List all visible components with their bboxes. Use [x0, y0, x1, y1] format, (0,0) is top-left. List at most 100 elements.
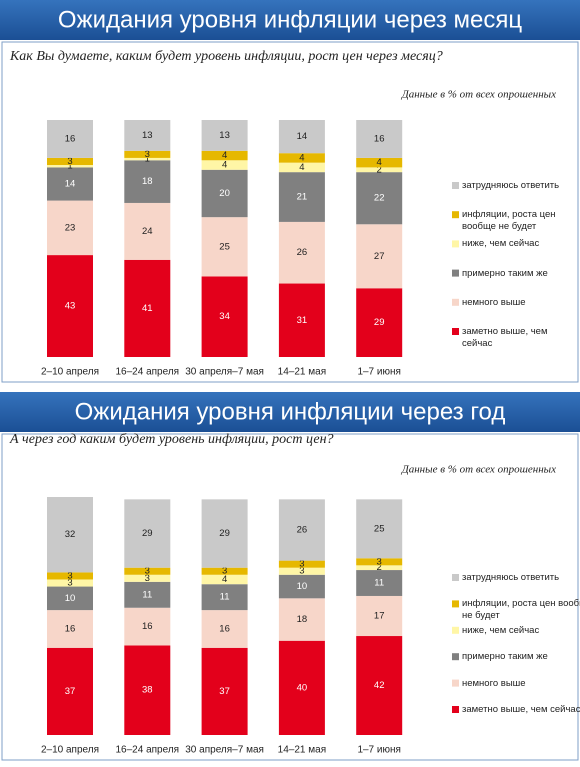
bar-segment: [47, 647, 93, 735]
legend-swatch: [452, 706, 459, 713]
value-label: 17: [374, 611, 385, 622]
value-label: 23: [65, 222, 76, 233]
value-label: 40: [297, 682, 308, 693]
value-label: 42: [374, 680, 385, 691]
chart-subtitle: А через год каким будет уровень инфляции…: [9, 432, 334, 447]
value-label: 26: [297, 247, 308, 258]
value-label: 14: [297, 131, 308, 142]
legend-item: инфляции, роста цен вообще не будет: [462, 598, 580, 622]
bar-segment: [278, 221, 325, 284]
x-tick-label: 1–7 июня: [357, 367, 401, 378]
bar-segment: [47, 497, 93, 573]
value-label: 29: [219, 528, 230, 539]
value-label: 37: [219, 686, 230, 697]
bar-segment: [278, 162, 325, 173]
value-label: 3: [145, 573, 150, 584]
value-label: 24: [142, 226, 153, 237]
bar-segment: [47, 165, 93, 168]
bar-segment: [356, 172, 403, 225]
x-tick-label: 30 апреля–7 мая: [185, 745, 264, 756]
legend-item: ниже, чем сейчас: [462, 624, 540, 636]
bar-segment: [278, 560, 325, 568]
value-label: 4: [222, 574, 227, 585]
x-tick-label: 16–24 апреля: [115, 745, 179, 756]
bar-segment: [201, 610, 248, 648]
bar-segment: [278, 172, 325, 222]
bar-segment: [356, 570, 403, 596]
bar-segment: [356, 499, 403, 559]
bar-segment: [201, 499, 248, 568]
bar-segment: [356, 224, 403, 289]
bar-segment: [47, 120, 93, 158]
bar-segment: [201, 276, 248, 357]
x-tick-label: 1–7 июня: [357, 745, 401, 756]
value-label: 3: [377, 556, 382, 567]
bar-segment: [356, 120, 403, 158]
bar-segment: [201, 567, 248, 575]
value-label: 31: [297, 315, 308, 326]
value-label: 27: [374, 251, 385, 262]
legend-label: немного выше: [462, 296, 526, 308]
bar-segment: [124, 160, 171, 203]
value-label: 13: [219, 130, 230, 141]
value-label: 3: [222, 566, 227, 577]
bar-segment: [278, 574, 325, 599]
bar-segment: [47, 167, 93, 201]
value-label: 34: [219, 311, 230, 322]
bar-segment: [124, 645, 171, 735]
legend-item: затрудняюсь ответить: [462, 180, 559, 191]
bar-segment: [124, 581, 171, 608]
value-label: 3: [299, 566, 304, 577]
value-label: 4: [222, 160, 227, 171]
value-label: 43: [65, 301, 76, 312]
legend-label: ниже, чем сейчас: [462, 238, 540, 250]
legend-swatch: [452, 298, 459, 306]
value-label: 3: [67, 570, 72, 581]
value-label: 21: [297, 192, 308, 203]
legend-label: примерно таким же: [462, 267, 548, 279]
value-label: 4: [299, 152, 304, 163]
bar-segment: [356, 288, 403, 357]
x-tick-label: 30 апреля–7 мая: [185, 367, 264, 378]
bar-segment: [47, 579, 93, 587]
x-tick-label: 14–21 мая: [278, 367, 326, 378]
value-label: 1: [67, 161, 72, 172]
bar-segment: [47, 586, 93, 611]
legend-swatch: [452, 626, 459, 634]
value-label: 29: [374, 317, 385, 328]
bar-segment: [278, 120, 325, 154]
value-label: 10: [65, 593, 76, 604]
legend-item: затрудняюсь ответить: [462, 572, 560, 583]
value-label: 38: [142, 685, 153, 696]
legend-label: примерно таким же: [462, 651, 548, 663]
value-label: 3: [67, 578, 72, 589]
legend-swatch: [452, 574, 459, 581]
value-label: 11: [142, 589, 152, 600]
legend-swatch: [452, 211, 459, 219]
bar-segment: [124, 567, 171, 575]
banner: [0, 0, 580, 40]
bar-segment: [124, 120, 171, 151]
value-label: 3: [145, 149, 150, 160]
bar-segment: [278, 153, 325, 163]
legend-item: немного выше: [462, 678, 526, 689]
bar-segment: [201, 169, 248, 218]
bar-segment: [47, 255, 93, 357]
legend-label: инфляции, роста цен вообще не будет: [462, 598, 580, 622]
bar-segment: [201, 584, 248, 611]
value-label: 20: [219, 188, 230, 199]
value-label: 3: [299, 559, 304, 570]
value-label: 10: [297, 581, 308, 592]
legend-label: затрудняюсь ответить: [462, 572, 560, 583]
bar-segment: [278, 598, 325, 641]
bar-segment: [278, 567, 325, 575]
bar-segment: [201, 217, 248, 277]
bar-segment: [278, 283, 325, 357]
legend-item: инфляции, роста цен вообще не будет: [462, 209, 556, 232]
legend-item: примерно таким же: [462, 651, 548, 663]
legend-label: ниже, чем сейчас: [462, 624, 540, 636]
value-label: 16: [142, 621, 153, 632]
legend-item: заметно выше, чем сейчас: [462, 704, 580, 715]
bar-segment: [124, 574, 171, 582]
value-label: 16: [219, 623, 230, 634]
